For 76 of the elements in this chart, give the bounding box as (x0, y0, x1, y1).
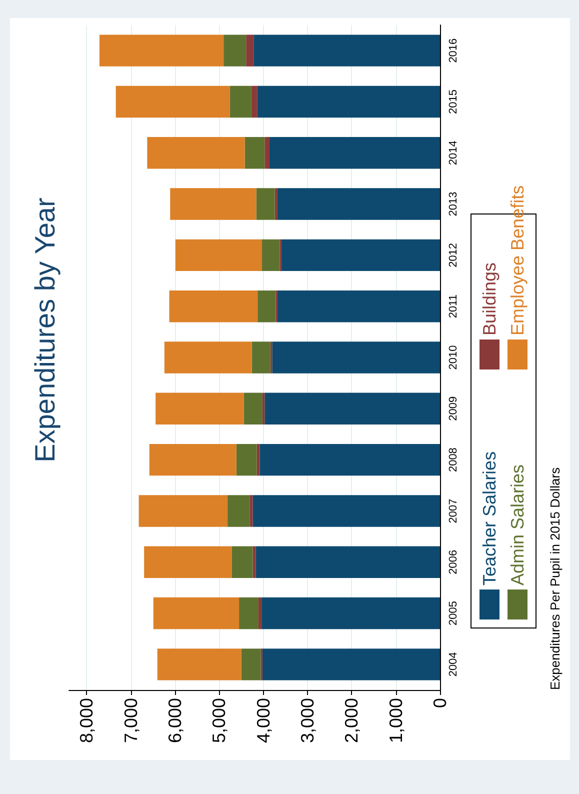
bar (256, 188, 275, 220)
bar (224, 34, 246, 66)
bar (257, 86, 440, 118)
y-tick-label: 2010 (448, 345, 460, 370)
bar (252, 546, 256, 578)
bar (262, 392, 265, 425)
bar (230, 86, 252, 118)
bar (164, 342, 252, 374)
bar (99, 34, 224, 66)
bar (232, 546, 253, 578)
bar (264, 137, 270, 169)
y-tick-label: 2012 (448, 242, 460, 268)
bar (236, 444, 257, 476)
bar (250, 495, 253, 527)
bar (246, 34, 254, 66)
bar (228, 495, 250, 527)
bar (274, 188, 278, 220)
bar (169, 290, 258, 322)
y-tick-label: 2005 (448, 601, 460, 626)
bar (281, 239, 440, 272)
bar (241, 648, 261, 680)
y-tick-label: 2007 (448, 498, 460, 524)
bar (260, 444, 440, 476)
bar (157, 648, 242, 680)
bar (254, 34, 440, 66)
x-tick-label: 6,000 (165, 698, 185, 744)
y-tick-label: 2011 (448, 294, 460, 318)
text: Employee Benefits (506, 184, 528, 335)
bar (264, 392, 440, 425)
y-tick-label: 2004 (448, 652, 460, 677)
bar (244, 392, 262, 425)
bar (258, 290, 276, 322)
text: Buildings (478, 262, 500, 335)
bar (116, 86, 230, 118)
bar (256, 546, 440, 578)
bar (252, 342, 270, 374)
y-tick-label: 2006 (448, 550, 460, 574)
bar (156, 392, 244, 425)
bar (270, 137, 440, 169)
x-tick-label: 3,000 (298, 698, 318, 744)
text: Expenditures Per Pupil in 2015 Dollars (548, 466, 562, 690)
y-tick-label: 2014 (448, 140, 460, 166)
y-tick-label: 2015 (448, 89, 460, 114)
bar (262, 597, 440, 630)
x-tick-label: 8,000 (76, 698, 97, 744)
bar (144, 546, 232, 578)
bar (252, 495, 440, 527)
bar (251, 86, 258, 118)
text: Teacher Salaries (478, 450, 500, 585)
x-tick-label: 7,000 (120, 698, 141, 744)
bar (272, 342, 440, 374)
bar (244, 137, 265, 169)
y-tick-label: 2013 (448, 192, 460, 216)
bar (262, 239, 280, 272)
x-tick-label: 5,000 (209, 698, 230, 744)
text: Admin Salaries (506, 464, 528, 585)
x-tick-label: 2,000 (342, 698, 362, 744)
bar (256, 444, 260, 476)
bar (277, 290, 440, 322)
bar (170, 188, 256, 220)
bar (147, 137, 245, 169)
bar (239, 597, 258, 630)
bar (277, 188, 440, 220)
bar (153, 597, 240, 630)
bar (149, 444, 236, 476)
bar (175, 239, 262, 272)
x-tick-label: 4,000 (253, 698, 274, 744)
bar (262, 648, 440, 680)
bar (258, 597, 262, 630)
y-tick-label: 2009 (448, 396, 460, 421)
y-tick-label: 2016 (448, 38, 460, 63)
text: Expenditures by Year (30, 198, 60, 462)
x-tick-label: 0 (430, 698, 450, 708)
x-tick-label: 1,000 (386, 698, 406, 744)
y-tick-label: 2008 (448, 448, 460, 472)
bar (138, 495, 228, 527)
